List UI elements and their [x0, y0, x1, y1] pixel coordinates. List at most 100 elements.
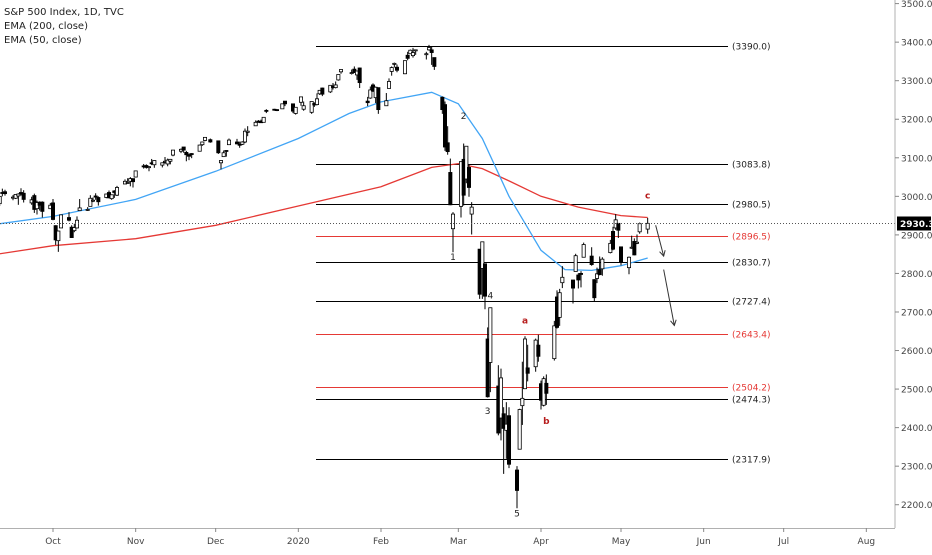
x-tick-label: 2020: [287, 537, 310, 547]
candle: [282, 100, 287, 107]
candle-body: [133, 170, 138, 178]
candle: [506, 407, 511, 469]
candle-body: [469, 206, 474, 215]
candle-body: [224, 150, 229, 152]
candle-body: [328, 84, 333, 93]
candle: [480, 241, 485, 299]
candle-body: [365, 100, 370, 104]
candle: [226, 138, 231, 146]
candle: [632, 238, 637, 256]
wave-label: b: [543, 417, 550, 427]
candle: [72, 223, 77, 233]
candle-body: [611, 231, 616, 250]
candle: [208, 138, 213, 143]
candle-body: [146, 166, 151, 169]
candle-body: [245, 130, 250, 133]
candle: [67, 212, 72, 222]
candle: [498, 368, 503, 441]
candle: [515, 466, 520, 509]
candle-body: [336, 74, 341, 81]
candle: [386, 78, 391, 89]
y-tick-label: 3000.0: [901, 193, 932, 203]
wave-label: 2: [461, 112, 467, 122]
candle-body: [466, 167, 471, 188]
candle-body: [408, 49, 413, 55]
candle: [240, 141, 245, 146]
candle-body: [426, 47, 431, 51]
candle: [69, 225, 74, 238]
candle-body: [442, 104, 447, 148]
candle-body: [488, 307, 493, 363]
candle-body: [410, 52, 415, 57]
candle: [160, 162, 165, 168]
candle-body: [88, 197, 93, 207]
candle-body: [645, 222, 650, 230]
candle: [216, 140, 221, 154]
candle-body: [592, 279, 597, 299]
arrow-shaft: [663, 269, 675, 326]
candle: [376, 87, 381, 114]
candle-body: [389, 67, 394, 72]
wave-label: a: [522, 317, 528, 327]
y-tick-label: 2600.0: [901, 347, 932, 357]
candle-body: [627, 256, 632, 269]
candle-body: [506, 415, 511, 465]
candle: [424, 51, 429, 60]
candle-body: [96, 197, 101, 203]
candle-body: [413, 49, 418, 52]
candle-body: [93, 195, 98, 198]
candle-body: [485, 338, 490, 398]
y-tick-label: 2500.0: [901, 386, 932, 396]
candle: [402, 60, 407, 75]
candle: [237, 141, 242, 148]
candle-body: [525, 367, 530, 374]
candle: [309, 101, 314, 114]
candle: [186, 153, 191, 161]
candle-body: [517, 409, 522, 450]
y-tick-label: 2300.0: [901, 463, 932, 473]
candle-body: [581, 244, 586, 258]
candle: [408, 49, 413, 55]
candle-body: [597, 269, 602, 275]
candle-body: [429, 49, 434, 53]
candle-body: [477, 248, 482, 295]
candle-body: [338, 69, 343, 73]
candle: [595, 267, 600, 284]
candle-body: [51, 202, 56, 220]
candle-body: [237, 143, 242, 146]
candle-body: [309, 101, 314, 113]
candle: [96, 196, 101, 206]
candle: [573, 253, 578, 272]
candle-body: [515, 469, 520, 491]
ema50-line: [0, 91, 648, 272]
candle: [242, 128, 247, 144]
candle-body: [544, 382, 549, 394]
legend-ema50[interactable]: EMA (50, close): [4, 35, 82, 46]
y-tick-label: 3100.0: [901, 154, 932, 164]
ema200-layer: [0, 162, 648, 255]
candle: [611, 226, 616, 251]
candle-body: [21, 192, 26, 200]
candle: [392, 62, 397, 68]
candle: [261, 116, 266, 123]
x-axis: Oct Nov Dec 2020 Feb Mar Apr May Jun Jul Aug: [0, 528, 895, 547]
candle-body: [573, 255, 578, 272]
x-tick-label: Apr: [533, 537, 549, 547]
candle-body: [242, 130, 247, 143]
candle: [234, 138, 239, 145]
candle: [589, 247, 594, 266]
candle: [501, 407, 506, 474]
legend-title: S&P 500 Index, 1D, TVC: [4, 7, 124, 18]
candle-body: [91, 199, 96, 202]
last-price-tag: [897, 216, 931, 231]
candle-body: [464, 145, 469, 180]
candle: [293, 106, 298, 115]
level-label: (2504.2): [732, 384, 771, 394]
candle-body: [402, 60, 407, 75]
candle-body: [184, 151, 189, 156]
y-tick-label: 3300.0: [901, 77, 932, 87]
x-tick-label: Nov: [127, 537, 145, 547]
legend-ema200[interactable]: EMA (200, close): [4, 21, 88, 32]
